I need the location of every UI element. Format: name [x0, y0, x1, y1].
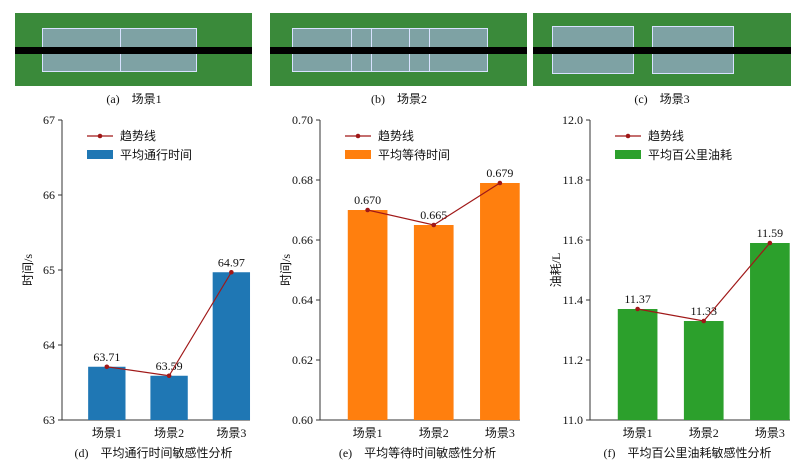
y-tick-label: 67 [43, 113, 55, 127]
legend-bar-swatch [345, 150, 371, 159]
y-tick-label: 12.0 [562, 113, 583, 127]
y-tick-label: 11.8 [562, 173, 583, 187]
chart-3: 11.0 11.2 11.4 11.6 11.8 12.0 油耗/L 11.37 场景1 11.3… [549, 113, 790, 460]
data-label: 11.37 [624, 292, 651, 306]
bar [150, 375, 188, 420]
trend-point [497, 180, 503, 186]
bar [88, 366, 126, 420]
x-tick-label: 场景3 [755, 426, 785, 440]
y-tick-label: 11.4 [562, 293, 583, 307]
scene-3-caption: (c) 场景3 [634, 92, 690, 106]
x-tick-label: 场景1 [92, 426, 122, 440]
bar [480, 183, 520, 420]
x-tick-label: 场景2 [689, 426, 719, 440]
y-tick-label: 0.60 [292, 413, 313, 427]
legend-trend-marker [97, 133, 103, 139]
y-tick-label: 65 [43, 263, 55, 277]
chart-title: (e) 平均等待时间敏感性分析 [339, 445, 496, 460]
data-label: 0.679 [486, 166, 513, 180]
bar [413, 225, 454, 420]
legend-trend-marker [355, 133, 361, 139]
y-axis-label: 时间/s [279, 254, 293, 286]
data-label: 11.33 [690, 304, 717, 318]
y-tick-label: 11.0 [562, 413, 583, 427]
y-tick-label: 0.62 [292, 353, 313, 367]
x-tick-label: 场景2 [419, 426, 449, 440]
legend-label: 平均等待时间 [378, 148, 450, 162]
scene-3-image [533, 13, 791, 86]
y-tick-label: 0.64 [292, 293, 313, 307]
data-label: 0.670 [354, 193, 381, 207]
trend-point [701, 318, 707, 324]
y-tick-label: 64 [43, 338, 55, 352]
bar [212, 272, 251, 420]
legend-bar-swatch [615, 150, 641, 159]
y-tick-label: 0.70 [292, 113, 313, 127]
trend-point [104, 364, 110, 370]
chart-1: 63 64 65 66 67 时间/s 63.71 场景1 63.59 场景2 64.97 场景3 趋势… [21, 113, 251, 460]
bar [750, 243, 790, 420]
trend-point [635, 306, 640, 312]
legend-label: 趋势线 [378, 129, 414, 143]
y-tick-label: 11.2 [562, 353, 583, 367]
x-tick-label: 场景1 [353, 426, 383, 440]
y-tick-label: 0.68 [292, 173, 313, 187]
x-tick-label: 场景1 [623, 426, 653, 440]
data-label: 11.59 [757, 226, 784, 240]
legend-label: 趋势线 [120, 129, 156, 143]
y-tick-label: 63 [43, 413, 55, 427]
x-tick-label: 场景3 [216, 426, 246, 440]
trend-point [767, 240, 773, 246]
trend-point [365, 207, 370, 213]
y-tick-label: 66 [43, 188, 55, 202]
scene-2-image [270, 13, 527, 86]
bar [347, 210, 388, 420]
x-tick-label: 场景3 [485, 426, 515, 440]
bar [683, 321, 724, 420]
legend-trend-marker [625, 133, 631, 139]
data-label: 63.59 [156, 359, 183, 373]
trend-point [166, 373, 172, 379]
legend-label: 趋势线 [648, 129, 684, 143]
data-label: 64.97 [218, 255, 245, 269]
y-axis-label: 时间/s [21, 254, 35, 286]
x-tick-label: 场景2 [154, 426, 184, 440]
chart-2: 0.60 0.62 0.64 0.66 0.68 0.70 时间/s 0.670 场景1 0.66… [279, 113, 520, 460]
scene-1-image [15, 13, 252, 86]
y-tick-label: 11.6 [562, 233, 583, 247]
scene-2-caption: (b) 场景2 [371, 92, 427, 106]
y-tick-label: 0.66 [292, 233, 313, 247]
legend-label: 平均百公里油耗 [648, 148, 732, 162]
chart-title: (d) 平均通行时间敏感性分析 [75, 445, 233, 460]
trend-point [431, 222, 437, 228]
y-axis-label: 油耗/L [549, 253, 563, 288]
legend-label: 平均通行时间 [120, 148, 192, 162]
chart-title: (f) 平均百公里油耗敏感性分析 [604, 445, 772, 460]
bar [617, 309, 658, 420]
data-label: 63.71 [93, 350, 120, 364]
trend-point [229, 269, 234, 275]
data-label: 0.665 [420, 208, 447, 222]
scene-1-caption: (a) 场景1 [106, 92, 162, 106]
legend-bar-swatch [87, 150, 113, 159]
